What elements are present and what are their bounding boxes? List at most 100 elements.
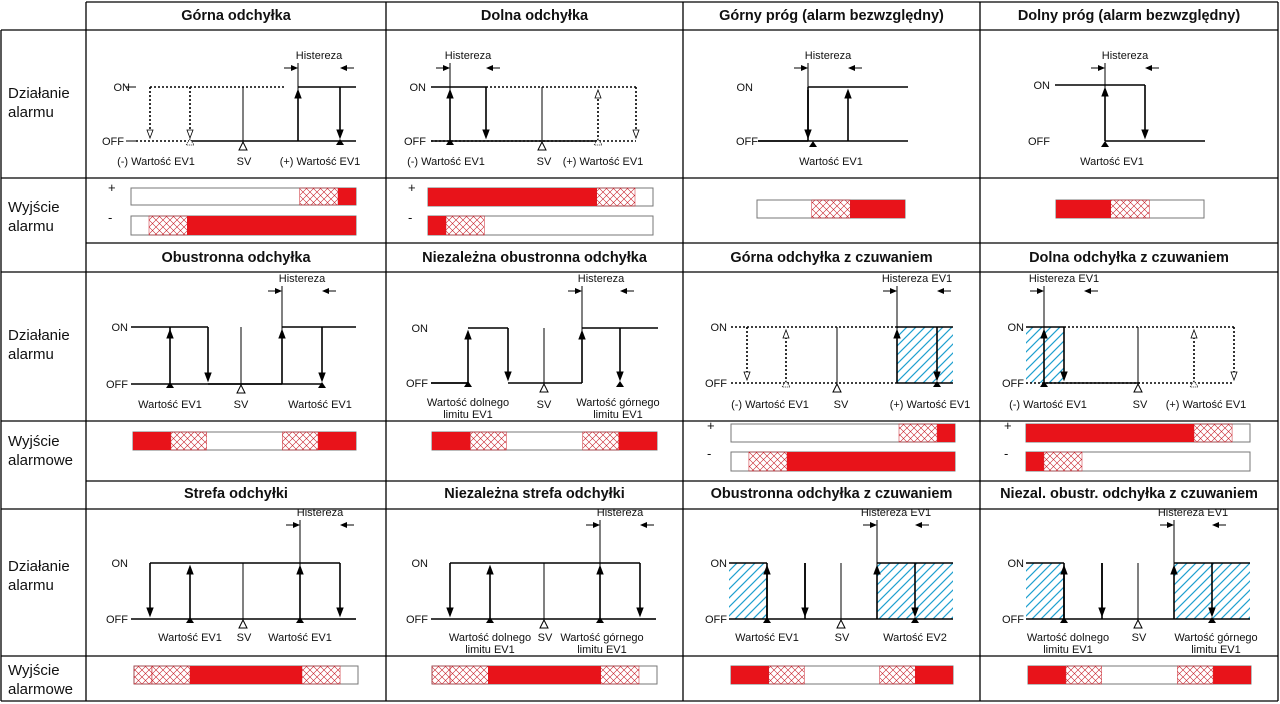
column-header: Górny próg (alarm bezwzględny): [719, 8, 944, 24]
row-label: Działanie alarmu: [8, 558, 70, 594]
arrow-head: [318, 372, 326, 383]
hysteresis-segment: [748, 451, 788, 472]
output-sign: +: [108, 180, 116, 195]
value-marker: [1040, 381, 1048, 387]
hyst-arrow: [890, 288, 897, 294]
column-header: Niezależna obustronna odchyłka: [422, 250, 647, 266]
output-diagram: [730, 665, 954, 685]
output-sign: -: [108, 210, 113, 225]
output-diagram: [1025, 423, 1251, 472]
action-diagram: ON OFF Histereza (-) Wartość EV1 SV (+) Warto…: [102, 50, 360, 168]
value-label: Wartość EV1: [1080, 156, 1144, 168]
hyst-arrow: [322, 288, 329, 294]
arrow-head: [632, 129, 640, 140]
sv-marker: [539, 382, 549, 393]
output-diagram: [130, 187, 357, 236]
standby-region: [729, 563, 767, 619]
on-label: ON: [1008, 322, 1025, 334]
arrow-head: [486, 564, 494, 575]
arrow-head: [1190, 328, 1198, 339]
hyst-label: Histereza EV1: [882, 273, 952, 285]
value-marker: [446, 139, 454, 145]
output-sign: +: [707, 418, 715, 433]
hysteresis-segment: [879, 665, 916, 685]
alarm-on-segment: [190, 666, 302, 684]
hyst-arrow: [340, 522, 347, 528]
arrow-head: [743, 371, 751, 382]
value-marker: [186, 617, 194, 623]
hysteresis-segment: [1193, 423, 1233, 443]
on-label: ON: [114, 82, 131, 94]
value-marker: [166, 382, 174, 388]
hysteresis-segment: [1110, 199, 1150, 219]
hyst-label: Histereza EV1: [861, 509, 931, 519]
off-label: OFF: [406, 614, 428, 626]
hyst-label: Histereza: [296, 50, 343, 62]
alarm-on-segment: [1026, 424, 1194, 442]
hysteresis-segment: [470, 431, 507, 451]
arrow-head: [933, 371, 941, 382]
alarm-on-segment: [428, 216, 446, 235]
value-label: Wartość dolnego limitu EV1: [1027, 632, 1109, 656]
arrow-head: [1060, 371, 1068, 382]
sv-label: SV: [237, 632, 252, 644]
alarm-on-segment: [937, 424, 955, 442]
sv-marker: [836, 618, 846, 629]
hysteresis-segment: [596, 187, 636, 207]
value-label: Wartość dolnego limitu EV1: [449, 632, 531, 656]
hysteresis-segment: [282, 431, 319, 451]
hysteresis-segment: [811, 199, 851, 219]
off-label: OFF: [106, 614, 128, 626]
off-label: OFF: [1002, 378, 1024, 390]
hyst-arrow: [1167, 522, 1174, 528]
alarm-on-segment: [1028, 666, 1066, 684]
action-diagram: ON OFF Histereza Wartość EV1: [1028, 50, 1205, 168]
hysteresis-segment: [133, 665, 153, 685]
hyst-label: Histereza: [445, 50, 492, 62]
on-label: ON: [711, 558, 728, 570]
hyst-arrow: [801, 65, 808, 71]
value-label: Wartość górnego limitu EV1: [560, 632, 643, 656]
value-label: (-) Wartość EV1: [731, 399, 809, 411]
column-header: Strefa odchyłki: [184, 486, 288, 502]
value-label: Wartość EV1: [158, 632, 222, 644]
off-label: OFF: [1002, 614, 1024, 626]
column-header: Obustronna odchyłka z czuwaniem: [710, 486, 953, 502]
arrow-head: [636, 607, 644, 618]
arrow-head: [1208, 607, 1216, 618]
row-label: Wyjście alarmu: [8, 199, 60, 235]
on-label: ON: [412, 323, 429, 335]
action-diagram: ON OFF Histereza EV1 (-) Wartość EV1 SV (+) W…: [705, 273, 970, 411]
arrow-head: [166, 328, 174, 339]
hyst-arrow: [291, 65, 298, 71]
off-label: OFF: [404, 136, 426, 148]
off-label: OFF: [705, 614, 727, 626]
arrow-head: [911, 607, 919, 618]
hyst-arrow: [1098, 65, 1105, 71]
value-marker: [486, 617, 494, 623]
arrow-head: [464, 329, 472, 340]
sv-label: SV: [537, 156, 552, 168]
sv-label: SV: [537, 399, 552, 411]
arrow-head: [186, 129, 194, 140]
column-header: Dolna odchyłka: [480, 8, 589, 24]
sv-label: SV: [835, 632, 850, 644]
sv-label: SV: [538, 632, 553, 644]
on-label: ON: [112, 558, 129, 570]
output-diagram: [1027, 665, 1252, 685]
hyst-arrow: [1037, 288, 1044, 294]
value-label: Wartość EV1: [268, 632, 332, 644]
value-label: (-) Wartość EV1: [407, 156, 485, 168]
hyst-arrow: [640, 522, 647, 528]
column-header: Niezależna strefa odchyłki: [444, 486, 625, 502]
alarm-on-segment: [731, 666, 769, 684]
output-sign: -: [707, 446, 712, 461]
column-header: Niezal. obustr. odchyłka z czuwaniem: [1000, 486, 1258, 502]
row-label: Działanie alarmu: [8, 85, 70, 121]
value-marker: [933, 381, 941, 387]
hysteresis-segment: [170, 431, 207, 451]
action-diagram: ON OFF Histereza Wartość EV1 SV Wartość EV1: [106, 509, 356, 644]
hyst-arrow: [1212, 522, 1219, 528]
hysteresis-segment: [582, 431, 619, 451]
